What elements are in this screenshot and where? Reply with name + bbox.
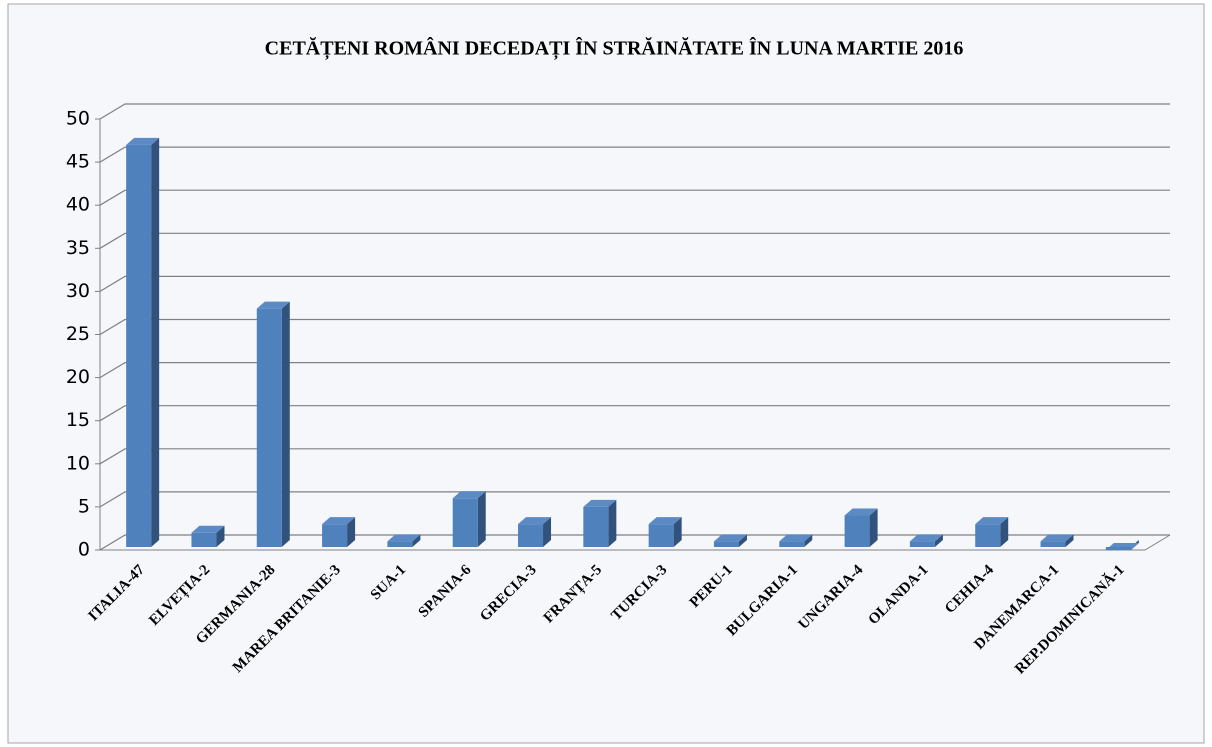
y-tick-label: 0: [78, 539, 90, 561]
y-tick-label: 45: [66, 151, 90, 173]
bar-top: [648, 517, 682, 525]
grid-line: [99, 318, 1170, 336]
bar-side: [804, 534, 813, 547]
bar: [518, 524, 544, 547]
grid-line: [99, 275, 1170, 292]
y-tick-label: 35: [66, 237, 90, 259]
bar: [909, 541, 935, 547]
grid-line: [99, 534, 1170, 551]
y-tick-label: 10: [66, 452, 90, 474]
bar: [583, 506, 609, 547]
chart-frame: [7, 3, 1205, 744]
y-tick-label: 40: [66, 194, 90, 216]
grid-line: [99, 491, 1170, 508]
bar: [1040, 541, 1066, 547]
bar-top: [975, 517, 1009, 525]
bar: [191, 532, 217, 547]
grid-line: [99, 146, 1170, 163]
chart-title: CETĂȚENI ROMÂNI DECEDAȚI ÎN STRĂINĂTATE …: [265, 36, 964, 61]
y-tick-label: 20: [66, 366, 90, 388]
bar: [452, 498, 478, 547]
grid-line: [99, 232, 1170, 249]
y-tick-label: 30: [66, 280, 90, 302]
bar-side: [281, 301, 290, 547]
bar-top: [844, 508, 878, 516]
bar-top: [452, 491, 486, 499]
bar-top: [518, 517, 552, 525]
bar: [713, 541, 739, 547]
y-tick-label: 15: [66, 409, 90, 431]
bar: [1105, 547, 1131, 550]
bar-top: [126, 137, 160, 145]
bar: [779, 541, 805, 547]
bar: [256, 308, 282, 547]
grid-line: [99, 405, 1170, 422]
bar-side: [1065, 534, 1074, 547]
grid-line: [99, 103, 1170, 120]
bar: [126, 144, 152, 548]
bar: [648, 524, 674, 547]
grid-line: [99, 448, 1170, 465]
bar: [844, 515, 870, 547]
bar: [322, 524, 348, 547]
bar-top: [322, 517, 356, 525]
bar: [387, 541, 413, 547]
bar-side: [216, 525, 225, 547]
bar-side: [934, 534, 943, 547]
y-tick-label: 25: [66, 323, 90, 345]
bar-top: [713, 534, 747, 542]
bar-top: [909, 534, 943, 542]
bar-side: [738, 534, 747, 547]
bar-side: [869, 508, 878, 547]
bar-side: [543, 517, 552, 547]
bar-top: [779, 534, 813, 542]
bar-side: [151, 137, 160, 548]
bar-top: [387, 534, 421, 542]
bar-top: [583, 499, 617, 507]
bar-side: [608, 499, 617, 547]
bar-side: [412, 534, 421, 547]
bar-side: [1000, 517, 1009, 547]
bar-side: [347, 517, 356, 547]
grid-line: [99, 362, 1170, 379]
y-tick-label: 5: [78, 495, 90, 517]
bar-side: [673, 517, 682, 547]
bar-top: [1040, 534, 1074, 542]
grid-line: [99, 189, 1170, 206]
bar-side: [477, 491, 486, 547]
bar-top: [191, 525, 225, 533]
y-tick-label: 50: [66, 108, 90, 130]
bar: [975, 524, 1001, 547]
bar-top: [256, 301, 290, 309]
